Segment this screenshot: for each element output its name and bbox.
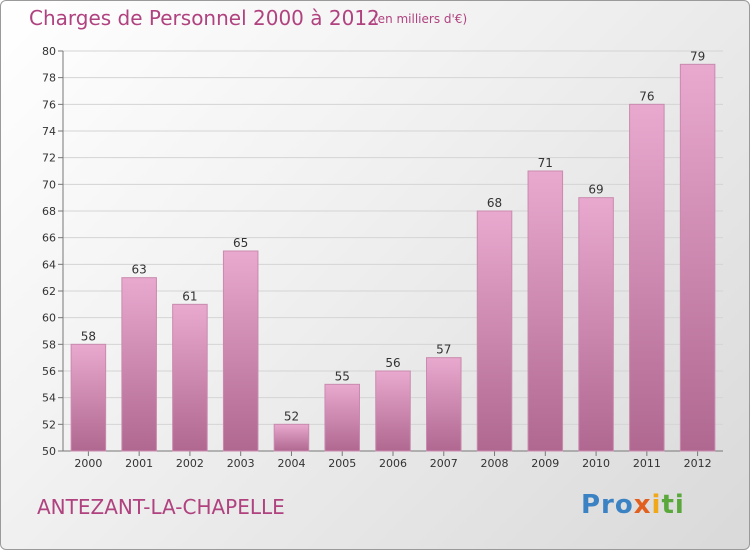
x-tick-label: 2006 <box>379 457 407 470</box>
y-tick-label: 74 <box>42 125 56 138</box>
bar <box>70 343 107 452</box>
x-tick-label: 2010 <box>582 457 610 470</box>
bar <box>476 210 513 452</box>
x-tick-label: 2009 <box>531 457 559 470</box>
proxiti-logo[interactable]: Proxiti <box>581 490 685 520</box>
labels: 50 52 54 56 58 60 62 64 66 68 70 72 74 76 78 80 58 2000 63… <box>42 45 712 470</box>
bar <box>172 303 208 452</box>
bar-chart: 50 52 54 56 58 60 62 64 66 68 70 72 74 76 78 80 58 2000 63… <box>42 45 723 470</box>
x-tick-label: 2004 <box>277 457 305 470</box>
bar <box>629 103 665 452</box>
logo-part: Pro <box>581 490 634 520</box>
bar <box>426 357 462 452</box>
value-label: 55 <box>335 369 350 383</box>
value-label: 68 <box>487 196 502 210</box>
x-tick-label: 2000 <box>74 457 102 470</box>
y-tick-label: 52 <box>42 418 56 431</box>
value-label: 79 <box>690 49 705 63</box>
bars <box>70 63 716 452</box>
x-tick-label: 2003 <box>227 457 255 470</box>
logo-part: x <box>633 490 652 520</box>
value-label: 57 <box>436 343 451 357</box>
y-tick-label: 80 <box>42 45 56 58</box>
y-tick-label: 78 <box>42 72 56 85</box>
y-tick-label: 76 <box>42 98 56 111</box>
value-label: 69 <box>588 183 603 197</box>
value-label: 63 <box>132 263 147 277</box>
y-tick-label: 60 <box>42 312 56 325</box>
y-tick-label: 54 <box>42 392 56 405</box>
y-tick-label: 68 <box>42 205 56 218</box>
x-tick-label: 2002 <box>176 457 204 470</box>
value-label: 71 <box>538 156 553 170</box>
logo-part: i <box>651 490 662 520</box>
x-tick-label: 2008 <box>481 457 509 470</box>
x-tick-label: 2007 <box>430 457 458 470</box>
bar <box>121 277 157 452</box>
y-tick-label: 72 <box>42 152 56 165</box>
value-label: 58 <box>81 329 96 343</box>
y-tick-label: 62 <box>42 285 56 298</box>
bar <box>375 370 411 452</box>
value-label: 56 <box>385 356 400 370</box>
x-tick-label: 2001 <box>125 457 153 470</box>
bar <box>527 170 564 452</box>
bar <box>273 423 310 452</box>
x-tick-label: 2005 <box>328 457 356 470</box>
bar <box>222 250 259 452</box>
bar <box>324 383 360 452</box>
commune-name: ANTEZANT-LA-CHAPELLE <box>37 495 285 519</box>
y-tick-label: 50 <box>42 445 56 458</box>
value-label: 65 <box>233 236 248 250</box>
bar <box>679 63 716 452</box>
logo-part: ti <box>661 490 685 520</box>
x-tick-label: 2011 <box>633 457 661 470</box>
y-tick-label: 70 <box>42 178 56 191</box>
bar <box>578 197 614 452</box>
value-label: 52 <box>284 409 299 423</box>
chart-title: Charges de Personnel 2000 à 2012 <box>29 6 380 30</box>
value-label: 76 <box>639 89 654 103</box>
y-tick-label: 66 <box>42 232 56 245</box>
y-tick-label: 64 <box>42 258 56 271</box>
x-tick-label: 2012 <box>684 457 712 470</box>
y-tick-label: 58 <box>42 338 56 351</box>
value-label: 61 <box>182 289 197 303</box>
chart-subtitle: (en milliers d'€) <box>373 12 468 26</box>
y-tick-label: 56 <box>42 365 56 378</box>
